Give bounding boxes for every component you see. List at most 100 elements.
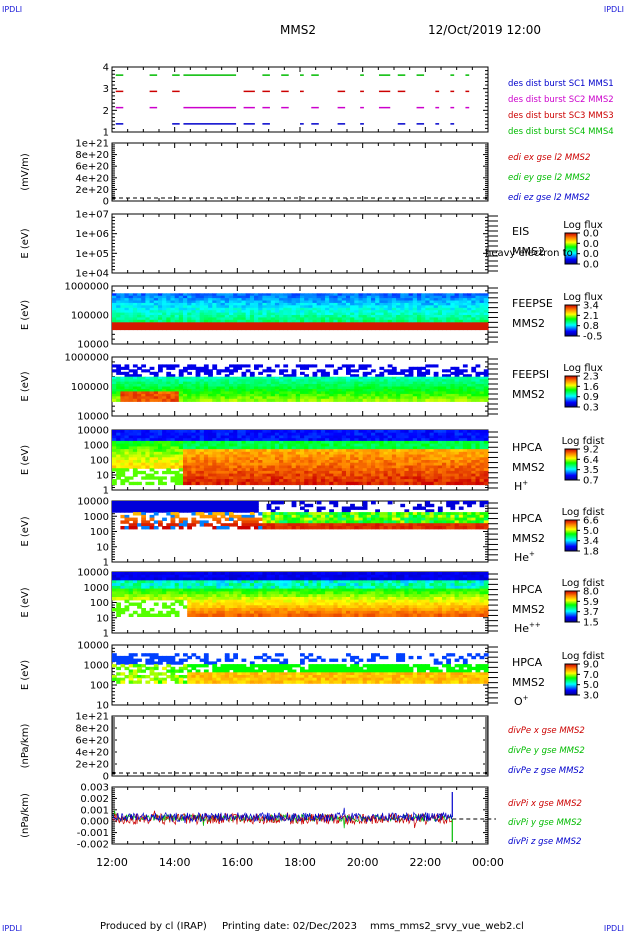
spectro-cell bbox=[229, 443, 234, 447]
spectro-cell bbox=[396, 457, 401, 461]
spectro-cell bbox=[229, 307, 234, 311]
spectro-cell bbox=[112, 449, 117, 453]
spectro-cell bbox=[137, 379, 142, 383]
spectro-cell bbox=[162, 446, 167, 450]
spectro-cell bbox=[170, 393, 176, 397]
spectro-cell bbox=[320, 435, 326, 439]
spectro-cell bbox=[366, 310, 372, 314]
spectro-cell bbox=[224, 295, 230, 299]
spectro-cell bbox=[216, 440, 222, 445]
spectro-cell bbox=[341, 391, 347, 395]
spectro-cell bbox=[333, 393, 339, 397]
spectro-cell bbox=[446, 319, 451, 323]
spectro-cell bbox=[283, 479, 289, 483]
spectro-cell bbox=[208, 317, 213, 321]
spectro-cell bbox=[174, 384, 180, 388]
spectro-cell bbox=[191, 384, 197, 388]
spectro-cell bbox=[341, 465, 347, 469]
spectro-cell bbox=[270, 302, 276, 306]
spectro-cell bbox=[187, 317, 192, 321]
spectro-cell bbox=[116, 327, 121, 331]
spectro-cell bbox=[212, 432, 218, 436]
spectro-cell bbox=[325, 476, 330, 480]
spectro-cell bbox=[316, 310, 322, 314]
spectro-cell bbox=[120, 391, 126, 395]
spectro-cell bbox=[354, 386, 360, 390]
spectro-cell bbox=[208, 374, 213, 378]
spectro-cell bbox=[266, 430, 272, 434]
spectro-cell bbox=[241, 298, 247, 302]
spectro-cell bbox=[312, 457, 318, 461]
spectro-cell bbox=[229, 457, 234, 461]
spectro-cell bbox=[404, 374, 410, 378]
spectro-cell bbox=[379, 319, 385, 323]
spectro-cell bbox=[191, 317, 197, 321]
spectro-cell bbox=[408, 374, 414, 378]
spectro-cell bbox=[312, 454, 318, 458]
spectro-cell bbox=[462, 389, 468, 393]
spectro-cell bbox=[358, 298, 364, 302]
spectro-cell bbox=[362, 462, 368, 466]
spectro-cell bbox=[287, 315, 293, 318]
spectro-cell bbox=[325, 479, 330, 483]
spectro-cell bbox=[145, 298, 151, 302]
spectro-cell bbox=[132, 440, 138, 445]
spectro-cell bbox=[112, 462, 117, 466]
spectro-cell bbox=[166, 322, 172, 326]
y-axis-label: E (eV) bbox=[20, 445, 31, 475]
spectro-cell bbox=[396, 391, 401, 395]
spectro-cell bbox=[300, 432, 305, 436]
spectro-cell bbox=[362, 298, 368, 302]
spectro-cell bbox=[195, 319, 201, 323]
spectro-cell bbox=[249, 374, 255, 378]
spectro-cell bbox=[158, 440, 163, 445]
spectro-cell bbox=[300, 457, 305, 461]
spectro-cell bbox=[178, 293, 184, 297]
spectro-cell bbox=[366, 481, 372, 486]
spectro-cell bbox=[212, 376, 218, 380]
spectro-cell bbox=[229, 432, 234, 436]
spectro-cell bbox=[183, 317, 188, 321]
spectro-cell bbox=[391, 481, 397, 486]
spectro-cell bbox=[341, 298, 347, 302]
spectro-cell bbox=[287, 479, 293, 483]
spectro-cell bbox=[241, 374, 247, 378]
spectro-cell bbox=[396, 443, 401, 447]
spectro-cell bbox=[249, 479, 255, 483]
spectro-cell bbox=[396, 379, 401, 383]
spectro-cell bbox=[458, 381, 464, 385]
spectro-cell bbox=[358, 454, 364, 458]
spectro-cell bbox=[116, 369, 121, 373]
spectro-cell bbox=[442, 315, 447, 318]
spectro-cell bbox=[195, 374, 201, 378]
spectro-cell bbox=[354, 398, 360, 402]
spectro-cell bbox=[475, 327, 481, 331]
spectro-cell bbox=[383, 379, 389, 383]
spectro-cell bbox=[112, 432, 117, 436]
spectro-cell bbox=[191, 432, 197, 436]
spectro-cell bbox=[187, 479, 192, 483]
spectro-cell bbox=[162, 481, 167, 486]
spectro-cell bbox=[391, 298, 397, 302]
spectro-cell bbox=[300, 319, 305, 323]
spectro-cell bbox=[475, 295, 481, 299]
spectro-cell bbox=[304, 443, 309, 447]
spectro-cell bbox=[270, 327, 276, 331]
spectro-cell bbox=[425, 302, 431, 306]
spectro-cell bbox=[158, 327, 163, 331]
spectro-cell bbox=[149, 443, 155, 447]
spectro-cell bbox=[124, 327, 130, 331]
spectro-cell bbox=[166, 457, 172, 461]
spectro-cell bbox=[170, 381, 176, 385]
spectro-cell bbox=[158, 324, 163, 328]
spectro-cell bbox=[191, 435, 197, 439]
spectro-cell bbox=[187, 443, 192, 447]
spectro-cell bbox=[158, 479, 163, 483]
spectro-cell bbox=[366, 384, 372, 388]
spectro-cell bbox=[141, 389, 146, 393]
spectro-cell bbox=[241, 440, 247, 445]
y-tick-label: 10000 bbox=[77, 412, 109, 423]
spectro-cell bbox=[295, 376, 301, 380]
spectro-cell bbox=[283, 454, 289, 458]
spectro-cell bbox=[387, 322, 393, 326]
